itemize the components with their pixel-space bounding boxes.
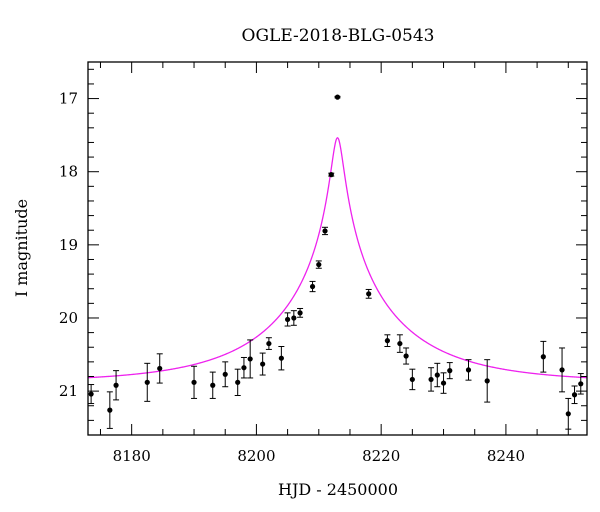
data-point bbox=[156, 353, 163, 384]
data-point bbox=[428, 367, 435, 392]
point-marker bbox=[334, 94, 341, 100]
point-marker bbox=[559, 367, 565, 373]
data-point bbox=[309, 280, 316, 293]
data-point bbox=[396, 334, 403, 353]
data-point bbox=[247, 339, 254, 379]
point-marker bbox=[440, 380, 447, 386]
point-marker bbox=[241, 365, 247, 371]
point-marker bbox=[328, 172, 334, 178]
data-point bbox=[315, 260, 322, 269]
point-marker bbox=[235, 379, 241, 385]
data-point bbox=[565, 397, 572, 430]
point-marker bbox=[571, 392, 578, 398]
point-marker bbox=[144, 379, 150, 385]
point-marker bbox=[260, 361, 266, 367]
data-point bbox=[440, 372, 447, 394]
y-tick-label: 21 bbox=[59, 382, 78, 400]
y-tick-label: 19 bbox=[59, 236, 78, 254]
data-point bbox=[403, 347, 410, 365]
point-marker bbox=[107, 407, 113, 413]
point-marker bbox=[191, 379, 197, 385]
data-point bbox=[465, 359, 472, 381]
point-marker bbox=[434, 372, 440, 378]
data-point bbox=[571, 385, 578, 405]
data-point bbox=[328, 172, 335, 178]
point-marker bbox=[309, 283, 316, 290]
point-marker bbox=[465, 367, 472, 373]
chart-title: OGLE-2018-BLG-0543 bbox=[242, 26, 435, 46]
point-marker bbox=[428, 376, 434, 383]
x-tick-label: 8180 bbox=[113, 447, 151, 465]
point-marker bbox=[384, 338, 390, 344]
data-point bbox=[290, 310, 297, 326]
point-marker bbox=[266, 340, 272, 347]
y-tick-label: 17 bbox=[59, 90, 78, 108]
data-point bbox=[88, 384, 95, 405]
data-point bbox=[540, 340, 547, 373]
data-point bbox=[106, 391, 113, 429]
point-marker bbox=[88, 391, 94, 397]
x-tick-label: 8200 bbox=[237, 447, 275, 465]
point-marker bbox=[322, 228, 328, 234]
point-marker bbox=[113, 382, 119, 388]
data-point bbox=[113, 370, 120, 401]
y-tick-label: 18 bbox=[59, 163, 78, 181]
data-point bbox=[322, 226, 329, 236]
point-marker bbox=[366, 291, 372, 297]
x-tick-label: 8240 bbox=[487, 447, 525, 465]
point-marker bbox=[157, 365, 163, 372]
data-point bbox=[297, 307, 304, 318]
point-marker bbox=[210, 382, 216, 388]
model-fit-curve bbox=[87, 136, 588, 379]
point-marker bbox=[397, 340, 403, 347]
point-marker bbox=[285, 316, 291, 323]
data-point bbox=[446, 362, 453, 380]
point-marker bbox=[447, 368, 453, 374]
point-marker bbox=[297, 310, 303, 316]
point-marker bbox=[316, 261, 322, 268]
data-point bbox=[144, 362, 151, 402]
model-curve-layer bbox=[87, 136, 588, 379]
data-point bbox=[209, 371, 216, 399]
data-point bbox=[222, 361, 229, 388]
point-marker bbox=[409, 376, 415, 383]
data-point bbox=[234, 368, 241, 397]
data-point bbox=[278, 346, 285, 371]
point-marker bbox=[540, 354, 546, 360]
point-marker bbox=[403, 353, 409, 359]
point-marker bbox=[484, 378, 490, 384]
data-point bbox=[365, 288, 372, 299]
x-tick-label: 8220 bbox=[362, 447, 400, 465]
data-point bbox=[265, 337, 272, 350]
point-marker bbox=[222, 371, 228, 377]
data-point bbox=[191, 365, 198, 399]
plot-frame bbox=[87, 61, 588, 436]
point-marker bbox=[565, 411, 571, 417]
data-point bbox=[259, 352, 266, 376]
point-marker bbox=[278, 355, 284, 361]
point-marker bbox=[247, 356, 253, 362]
y-tick-label: 20 bbox=[59, 309, 78, 327]
x-axis-label: HJD - 2450000 bbox=[278, 480, 398, 499]
data-point bbox=[484, 359, 491, 403]
data-point bbox=[409, 368, 416, 391]
point-marker bbox=[291, 315, 297, 321]
data-point bbox=[284, 312, 291, 327]
tick-labels: 8180 8200 8220 8240 17 18 19 20 21 bbox=[59, 90, 525, 465]
axis-ticks bbox=[88, 62, 587, 436]
data-point bbox=[434, 362, 441, 388]
data-points-layer bbox=[88, 94, 584, 430]
y-axis-label: I magnitude bbox=[12, 199, 31, 297]
data-point bbox=[559, 347, 566, 393]
data-point bbox=[384, 334, 391, 348]
data-point bbox=[240, 356, 247, 379]
point-marker bbox=[578, 381, 584, 387]
data-point bbox=[334, 94, 341, 100]
